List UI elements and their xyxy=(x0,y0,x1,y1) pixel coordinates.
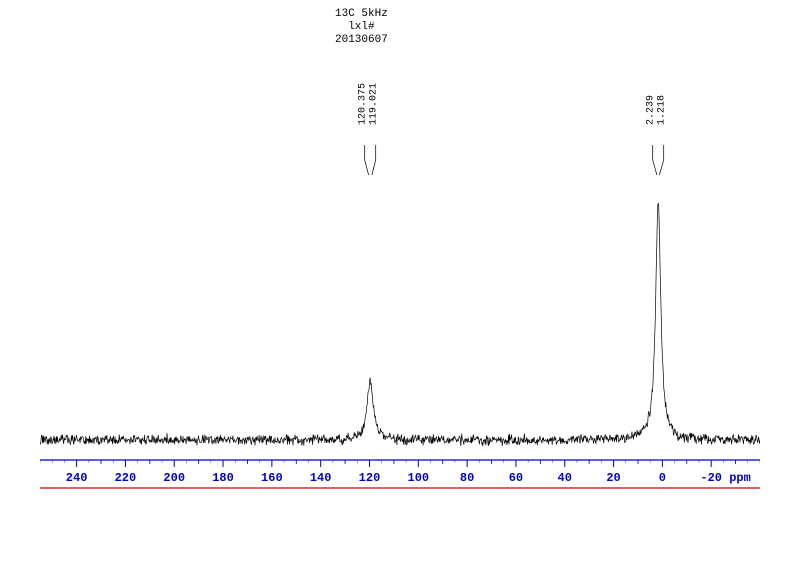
peak-tick xyxy=(365,145,369,175)
peak-label: 2.239 xyxy=(646,95,657,125)
axis-tick-label: 160 xyxy=(261,471,283,485)
axis-unit-label: ppm xyxy=(729,471,751,485)
axis-tick-label: 140 xyxy=(310,471,332,485)
title-line-1: 13C 5kHz xyxy=(335,8,388,21)
title-line-2: lxl# xyxy=(335,21,388,34)
peak-label: 1.218 xyxy=(657,95,668,125)
axis-tick-label: 180 xyxy=(212,471,234,485)
peak-label: 120.375 xyxy=(358,83,369,125)
axis-tick-label: 220 xyxy=(115,471,137,485)
peak-tick xyxy=(372,145,376,175)
peak-tick xyxy=(653,145,657,175)
nmr-spectrum-chart: 2.2391.218120.375119.0212402202001801601… xyxy=(40,40,760,530)
axis-tick-label: 40 xyxy=(558,471,572,485)
axis-tick-label: -20 xyxy=(700,471,722,485)
axis-tick-label: 60 xyxy=(509,471,523,485)
axis-tick-label: 200 xyxy=(163,471,185,485)
axis-tick-label: 0 xyxy=(659,471,666,485)
peak-tick xyxy=(659,145,663,175)
axis-tick-label: 20 xyxy=(606,471,620,485)
axis-tick-label: 100 xyxy=(408,471,430,485)
axis-tick-label: 120 xyxy=(359,471,381,485)
axis-tick-label: 80 xyxy=(460,471,474,485)
spectrum-trace xyxy=(40,203,760,446)
peak-label: 119.021 xyxy=(369,83,380,125)
axis-tick-label: 240 xyxy=(66,471,88,485)
